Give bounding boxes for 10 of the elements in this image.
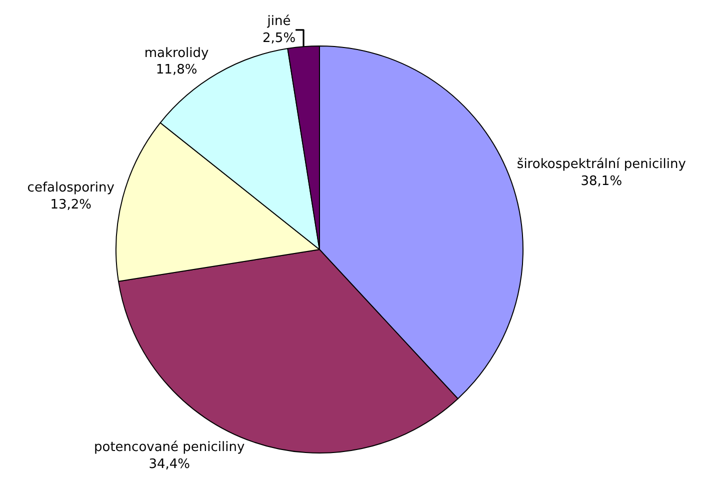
slice-label: jiné [266, 14, 291, 29]
data-label: 13,2% [50, 198, 92, 213]
slice-label: širokospektrální peniciliny [516, 157, 686, 172]
slice-label: makrolidy [144, 46, 210, 61]
data-label: 34,4% [148, 457, 190, 472]
data-label: 38,1% [580, 174, 622, 190]
slice-label: cefalosporiny [27, 180, 115, 196]
data-label: 11,8% [156, 62, 198, 78]
data-label: 2,5% [262, 30, 296, 46]
slice-label: potencované peniciliny [94, 440, 246, 456]
